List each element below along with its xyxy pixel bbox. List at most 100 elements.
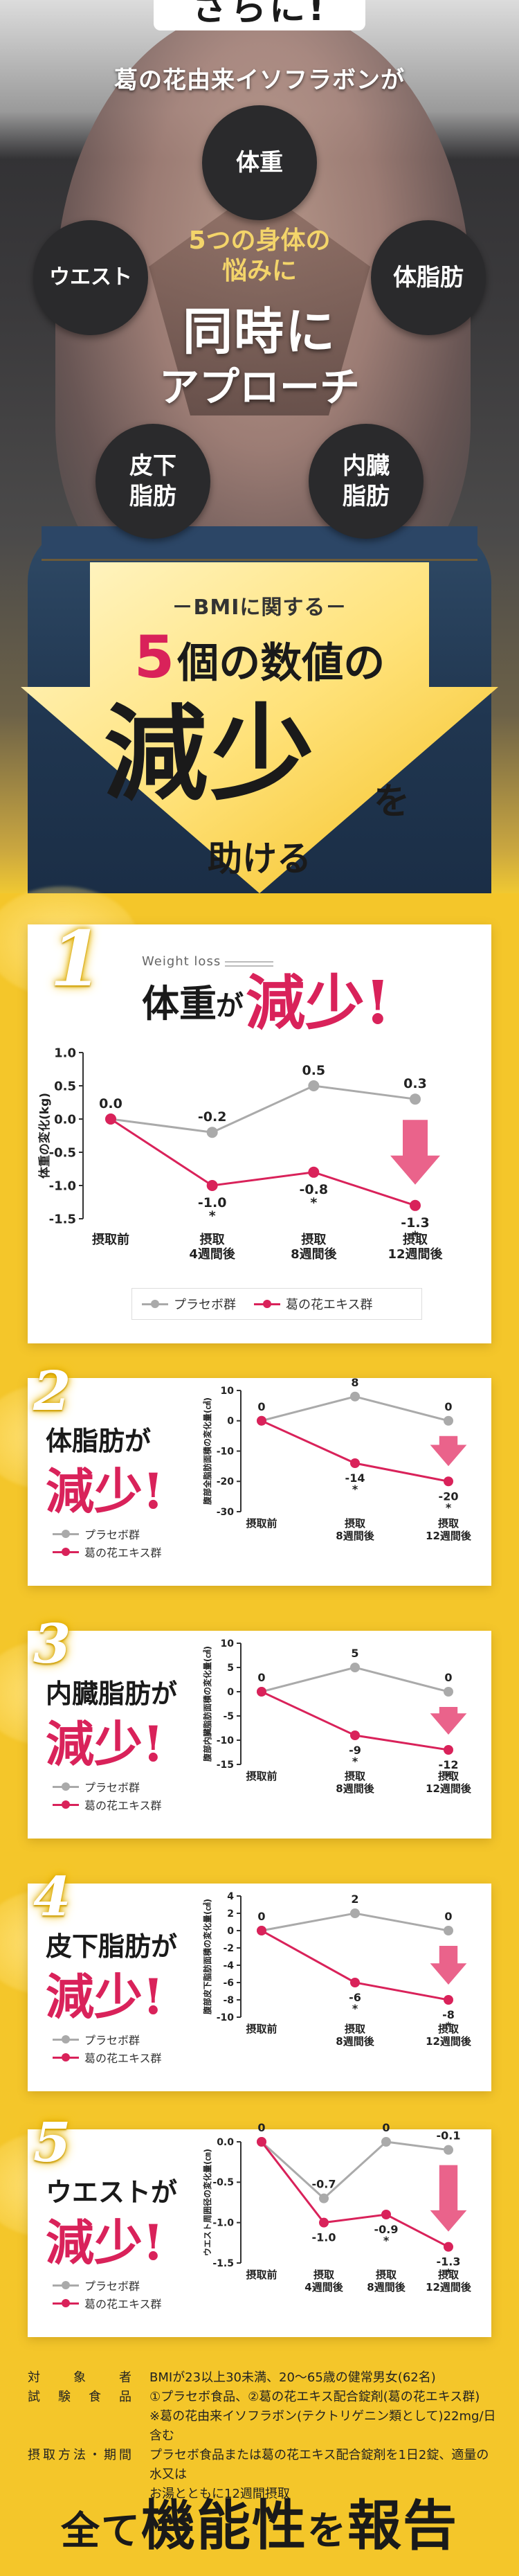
study-notes: 対象者 BMIが23以上30未満、20～65歳の健常男女(62名) 試験食品 ①プラセ… bbox=[28, 2368, 498, 2504]
card3-legend: プラセボ群 葛の花エキス群 bbox=[53, 1778, 162, 1814]
x-tick-label: 摂取 bbox=[438, 1517, 459, 1530]
bmi-count-text: 個の数値の bbox=[177, 639, 385, 688]
y-tick-label: -5 bbox=[223, 1711, 234, 1722]
y-tick-label: -8 bbox=[223, 1995, 234, 2006]
card4-number: 4 bbox=[33, 1866, 71, 1929]
card3-label: 内臓脂肪が bbox=[46, 1679, 178, 1709]
legend-placebo-label: プラセボ群 bbox=[84, 1528, 140, 1541]
sarani-badge: さらに! bbox=[154, 0, 365, 30]
x-tick-label: 12週間後 bbox=[426, 1782, 472, 1795]
placebo-data-label: 8 bbox=[351, 1376, 358, 1389]
x-tick-label: 12週間後 bbox=[426, 1530, 472, 1542]
placebo-point bbox=[206, 1127, 218, 1138]
card2-genshou: 減少! bbox=[46, 1463, 164, 1520]
legend-placebo: プラセボ群 bbox=[53, 1525, 162, 1543]
placebo-data-label: 0 bbox=[444, 1400, 452, 1413]
kuzu-point bbox=[410, 1199, 421, 1211]
circle-waist: ウエスト bbox=[33, 220, 148, 335]
significance-star: * bbox=[310, 1195, 317, 1210]
kuzu-point bbox=[444, 2242, 453, 2252]
x-tick-label: 摂取前 bbox=[246, 2269, 277, 2281]
placebo-point bbox=[444, 1415, 453, 1426]
x-tick-label: 摂取 bbox=[376, 2269, 397, 2281]
y-tick-label: 0.0 bbox=[217, 2137, 234, 2148]
kuzu-data-label: -0.8 bbox=[300, 1182, 329, 1197]
y-tick-label: -15 bbox=[217, 1760, 234, 1771]
legend-placebo-label: プラセボ群 bbox=[84, 2034, 140, 2047]
x-tick-label: 摂取 bbox=[438, 1770, 459, 1782]
y-tick-label: -4 bbox=[223, 1960, 234, 1971]
card1-number: 1 bbox=[50, 914, 103, 1003]
legend-kuzu: 葛の花エキス群 bbox=[53, 1543, 162, 1561]
card3-genshou: 減少! bbox=[46, 1715, 164, 1773]
bmi-wo-text: を bbox=[374, 781, 410, 823]
y-tick-label: 5 bbox=[227, 1663, 234, 1674]
y-tick-label: 0 bbox=[227, 1416, 234, 1427]
legend-placebo-swatch bbox=[53, 1529, 79, 1538]
bmi-arrow-shape bbox=[21, 562, 498, 893]
circle-visceral-label: 内臓 脂肪 bbox=[343, 452, 390, 510]
legend-kuzu: 葛の花エキス群 bbox=[53, 2048, 162, 2066]
jeans-waistband bbox=[42, 526, 477, 561]
y-tick-label: 10 bbox=[221, 1638, 235, 1649]
x-tick-label: 8週間後 bbox=[336, 1782, 374, 1795]
card5-label: ウエストが bbox=[46, 2177, 178, 2208]
placebo-point bbox=[444, 1926, 453, 1935]
card2-legend: プラセボ群 葛の花エキス群 bbox=[53, 1525, 162, 1561]
legend-placebo-swatch bbox=[53, 2034, 79, 2043]
note-line: お湯とともに12週間摂取 bbox=[149, 2487, 290, 2501]
kuzu-point bbox=[350, 1730, 360, 1740]
placebo-data-label: -0.7 bbox=[312, 2178, 336, 2191]
placebo-point bbox=[308, 1080, 320, 1091]
legend-kuzu-swatch bbox=[53, 2298, 79, 2307]
final-b: 機能性 bbox=[140, 2495, 307, 2557]
y-tick-label: -1.0 bbox=[49, 1179, 76, 1193]
legend-placebo-label: プラセボ群 bbox=[84, 2280, 140, 2293]
legend-kuzu-label: 葛の花エキス群 bbox=[286, 1298, 373, 1312]
placebo-data-label: 2 bbox=[351, 1893, 358, 1906]
x-tick-label: 8週間後 bbox=[291, 1246, 338, 1262]
card2-label: 体脂肪が bbox=[46, 1426, 152, 1456]
kuzu-point bbox=[105, 1113, 116, 1125]
y-tick-label: 2 bbox=[227, 1908, 234, 1920]
placebo-data-label: -0.1 bbox=[437, 2129, 461, 2143]
placebo-data-label: 0.0 bbox=[99, 1096, 122, 1111]
x-tick-label: 摂取前 bbox=[246, 2023, 277, 2035]
placebo-data-label: 0 bbox=[444, 1671, 452, 1684]
x-tick-label: 4週間後 bbox=[189, 1246, 236, 1262]
y-tick-label: -1.5 bbox=[212, 2258, 234, 2269]
decrease-arrow bbox=[430, 1435, 467, 1467]
placebo-data-label: 0 bbox=[382, 2121, 390, 2134]
y-tick-label: -6 bbox=[223, 1978, 234, 1989]
bmi-label: －BMIに関する－ bbox=[172, 596, 347, 620]
significance-star: * bbox=[209, 1208, 216, 1224]
kuzu-data-label: -0.9 bbox=[374, 2223, 399, 2236]
legend-kuzu-swatch bbox=[254, 1299, 280, 1308]
legend-placebo-label: プラセボ群 bbox=[84, 1781, 140, 1794]
placebo-line bbox=[110, 1084, 416, 1134]
kuzu-line bbox=[261, 1690, 449, 1751]
x-tick-label: 4週間後 bbox=[304, 2281, 343, 2293]
legend-kuzu-label: 葛の花エキス群 bbox=[84, 1799, 162, 1812]
kuzu-line bbox=[260, 2141, 449, 2248]
legend-placebo: プラセボ群 bbox=[53, 1778, 162, 1796]
y-tick-label: 1.0 bbox=[54, 1046, 76, 1060]
legend-kuzu: 葛の花エキス群 bbox=[53, 2294, 162, 2312]
card5-number: 5 bbox=[33, 2111, 71, 2174]
placebo-data-label: 0 bbox=[257, 1671, 265, 1684]
card-subcutaneous bbox=[28, 1884, 491, 2091]
y-tick-label: 0 bbox=[227, 1687, 234, 1698]
final-d: 報告 bbox=[347, 2495, 459, 2557]
card5-genshou: 減少! bbox=[46, 2214, 164, 2271]
kuzu-point bbox=[257, 1926, 266, 1935]
legend-placebo-label: プラセボ群 bbox=[174, 1298, 236, 1312]
kuzu-point bbox=[350, 1458, 360, 1468]
kuzu-point bbox=[206, 1180, 218, 1191]
circle-weight: 体重 bbox=[202, 105, 317, 220]
bmi-help-text: 助ける bbox=[208, 839, 311, 879]
kuzu-point bbox=[319, 2217, 329, 2228]
placebo-point bbox=[410, 1093, 421, 1105]
y-axis-label: 腹部内臓脂肪面積の変化量(㎠) bbox=[202, 1646, 212, 1762]
